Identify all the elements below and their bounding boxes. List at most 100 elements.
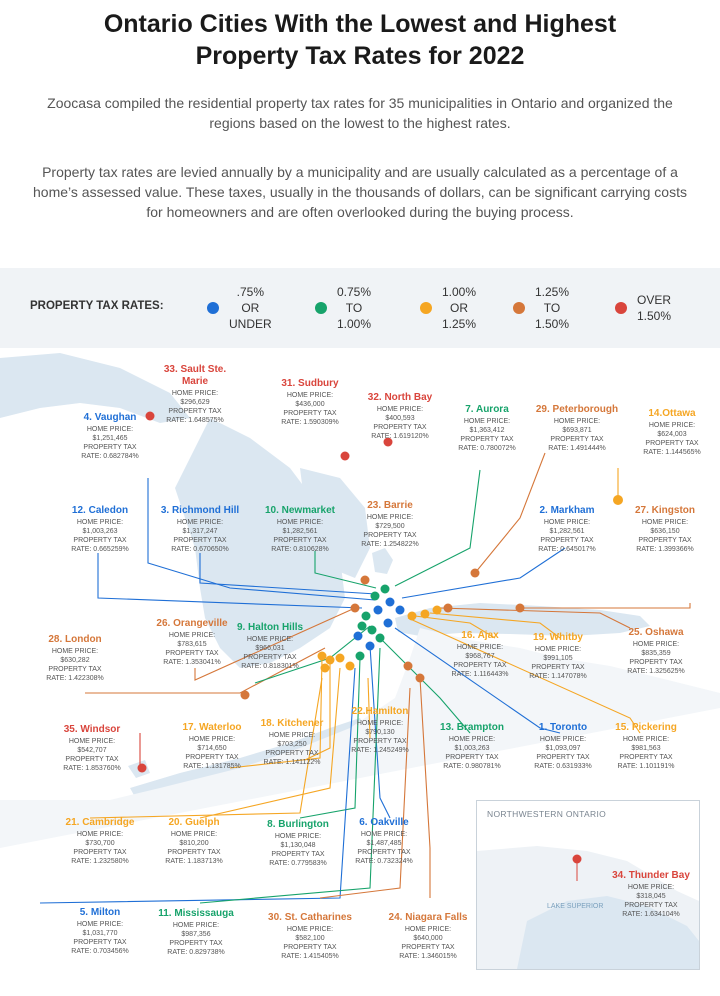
- home-price-value: $991,105: [543, 655, 573, 662]
- home-price-value: $966,031: [255, 645, 285, 652]
- property-tax-label: PROPERTY TAX: [283, 944, 337, 951]
- home-price-value: $630,282: [60, 657, 90, 664]
- property-tax-label: PROPERTY TAX: [445, 754, 499, 761]
- inset-map: [477, 846, 699, 969]
- tax-rate-value: RATE: 1.346015%: [399, 953, 457, 960]
- home-price-label: HOME PRICE:: [534, 646, 582, 653]
- tax-rate-value: RATE: 1.399366%: [636, 546, 694, 553]
- city-name: 31. Sudbury: [281, 378, 339, 389]
- city-name: 11. Mississauga: [158, 908, 234, 919]
- home-price-label: HOME PRICE:: [641, 519, 689, 526]
- body-text: Property tax rates are levied annually b…: [33, 164, 687, 220]
- title-line-2: Property Tax Rates for 2022: [195, 42, 525, 70]
- tax-rate-value: RATE: 1.422308%: [46, 675, 104, 682]
- land-mass: [0, 348, 720, 798]
- legend-label: 0.75%: [337, 285, 372, 299]
- connector-aurora: [394, 469, 481, 587]
- connector-guelph: [199, 667, 341, 819]
- home-price-value: $400,593: [385, 415, 415, 422]
- inset-lake-label: LAKE SUPERIOR: [547, 903, 604, 910]
- home-price-value: $318,045: [636, 893, 666, 900]
- connector-brampton: [379, 637, 471, 734]
- property-tax-label: PROPERTY TAX: [165, 650, 219, 657]
- home-price-label: HOME PRICE:: [376, 406, 424, 413]
- home-price-label: HOME PRICE:: [553, 418, 601, 425]
- home-price-label: HOME PRICE:: [360, 831, 408, 838]
- city-name: 16. Ajax: [461, 630, 499, 641]
- marker-north-bay: [383, 437, 393, 447]
- city-name: 8. Burlington: [267, 819, 329, 830]
- connector-markham: [401, 547, 566, 599]
- property-tax-label: PROPERTY TAX: [173, 537, 227, 544]
- title-line-1: Ontario Cities With the Lowest and Highe…: [103, 10, 617, 38]
- connector-burlington: [299, 657, 361, 819]
- city-name: 33. Sault Ste. Marie: [163, 364, 227, 387]
- lake-simcoe: [372, 548, 393, 574]
- marker-hamilton: [345, 661, 355, 671]
- legend-label: TO: [345, 301, 363, 315]
- home-price-value: $636,150: [650, 528, 680, 535]
- home-price-label: HOME PRICE:: [171, 390, 219, 397]
- property-tax-label: PROPERTY TAX: [48, 666, 102, 673]
- tax-rate-value: RATE: 1.232580%: [71, 858, 129, 865]
- city-name: 7. Aurora: [465, 404, 509, 415]
- city-name: 6. Oakville: [359, 817, 409, 828]
- home-price-label: HOME PRICE:: [286, 392, 334, 399]
- home-price-label: HOME PRICE:: [188, 736, 236, 743]
- home-price-value: $1,251,465: [92, 435, 128, 442]
- property-tax-label: PROPERTY TAX: [169, 940, 223, 947]
- city-name: 18. Kitchener: [260, 718, 324, 729]
- home-price-label: HOME PRICE:: [539, 736, 587, 743]
- property-tax-label: PROPERTY TAX: [265, 750, 319, 757]
- home-price-label: HOME PRICE:: [68, 738, 116, 745]
- marker-aurora: [380, 584, 390, 594]
- city-label: 25. Oshawa HOME PRICE: $835,359 PROPERTY TA…: [611, 627, 701, 676]
- property-tax-label: PROPERTY TAX: [453, 662, 507, 669]
- city-name: 24. Niagara Falls: [388, 912, 468, 923]
- marker-whitby: [432, 605, 442, 615]
- legend-label: 1.25%: [535, 285, 570, 299]
- legend-item-125-150: 1.25% TO 1.50%: [513, 284, 569, 332]
- city-name: 26. Orangeville: [156, 618, 228, 629]
- marker-caledon: [361, 611, 371, 621]
- marker-guelph: [335, 653, 345, 663]
- marker-ottawa: [613, 495, 623, 505]
- tax-rate-value: RATE: 1.116443%: [451, 671, 509, 678]
- marker-richmond-hill: [385, 597, 395, 607]
- lake-ontario: [395, 603, 650, 636]
- property-tax-label: PROPERTY TAX: [353, 738, 407, 745]
- tax-rate-value: RATE: 1.245249%: [351, 747, 409, 754]
- home-price-value: $1,363,412: [469, 427, 505, 434]
- connector-orangeville: [194, 607, 356, 681]
- marker-sudbury: [340, 451, 350, 461]
- city-label: 31. Sudbury HOME PRICE: $436,000 PROPERTY T…: [265, 378, 355, 427]
- map-graphic: [0, 348, 720, 904]
- home-price-value: $729,500: [375, 523, 405, 530]
- legend-title: PROPERTY TAX RATES:: [30, 300, 164, 312]
- home-price-label: HOME PRICE:: [176, 519, 224, 526]
- tax-rate-value: RATE: 0.779583%: [269, 860, 327, 867]
- marker-oakville: [365, 641, 375, 651]
- city-label: 27. Kingston HOME PRICE: $636,150 PROPERTY …: [620, 505, 710, 554]
- city-name: 13. Brampton: [440, 722, 504, 733]
- tax-rate-value: RATE: 1.141122%: [263, 759, 321, 766]
- city-name: 29. Peterborough: [535, 404, 619, 415]
- home-price-value: $790,130: [365, 729, 395, 736]
- page-title: Ontario Cities With the Lowest and Highe…: [0, 8, 720, 72]
- northwestern-ontario-inset: NORTHWESTERN ONTARIO LAKE SUPERIOR: [476, 800, 700, 970]
- city-name: 25. Oshawa: [628, 627, 684, 638]
- city-label: 14.Ottawa HOME PRICE: $624,003 PROPERTY TAX…: [627, 408, 717, 457]
- home-price-label: HOME PRICE:: [51, 648, 99, 655]
- tax-rate-value: RATE: 0.682784%: [81, 453, 139, 460]
- tax-rate-value: RATE: 1.491444%: [548, 445, 606, 452]
- city-name: 23. Barrie: [367, 500, 413, 511]
- home-price-value: $981,563: [631, 745, 661, 752]
- home-price-value: $1,317,247: [182, 528, 218, 535]
- property-tax-label: PROPERTY TAX: [401, 944, 455, 951]
- city-label: 5. Milton HOME PRICE: $1,031,770 PROPERTY T…: [55, 907, 145, 956]
- property-tax-label: PROPERTY TAX: [65, 756, 119, 763]
- property-tax-label: PROPERTY TAX: [619, 754, 673, 761]
- legend-label: OR: [241, 301, 260, 315]
- legend-label: TO: [543, 301, 561, 315]
- property-tax-label: PROPERTY TAX: [73, 939, 127, 946]
